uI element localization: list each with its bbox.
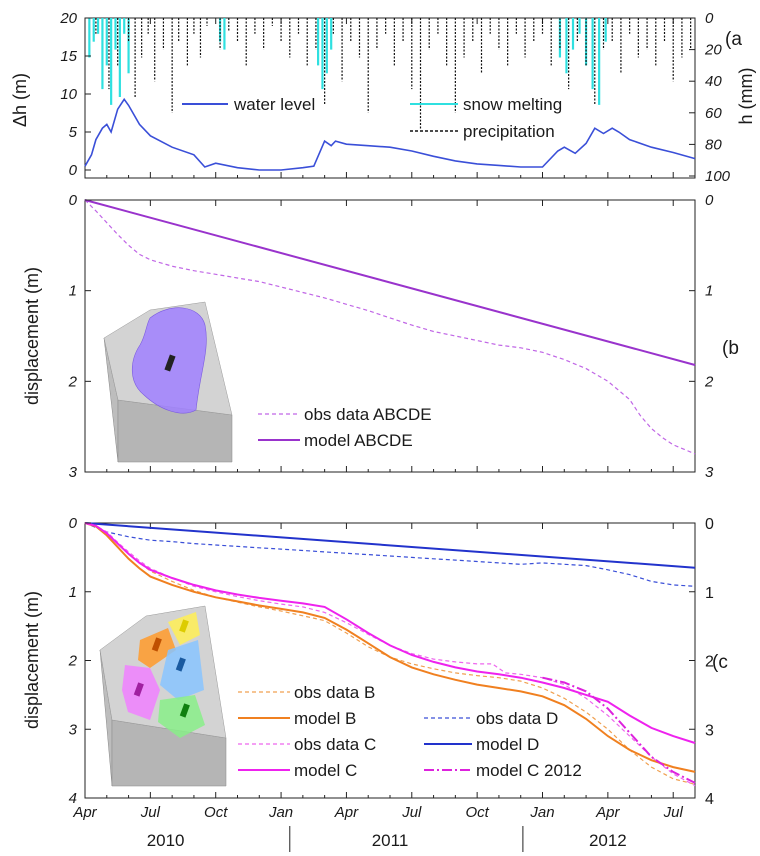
slope-model-inset-bcd	[99, 605, 227, 787]
y-tick-label: 5	[69, 124, 78, 141]
y-tick-label-right: 40	[705, 73, 722, 90]
y-tick-label: 0	[69, 162, 78, 179]
y-tick-label-right: 3	[705, 722, 714, 739]
x-tick-label: Apr	[334, 804, 359, 821]
panel-c-right-tick-labels: 0 1 2 3 4	[689, 516, 714, 808]
legend-model-b-label: model B	[294, 709, 356, 728]
legend-model-abcde-label: model ABCDE	[304, 431, 413, 450]
y-tick-label-right: 0	[705, 516, 714, 533]
panel-b: 0 1 2 3 0 1 2 3 displacement (m) (b obs data A…	[22, 192, 739, 481]
year-label: 2011	[372, 831, 409, 850]
legend-obs-c-label: obs data C	[294, 735, 376, 754]
y-tick-label: 4	[69, 790, 77, 807]
y-tick-label-right: 0	[705, 192, 714, 209]
y-tick-label: 1	[69, 283, 77, 300]
obs-data-abcde-line	[84, 199, 696, 455]
panel-c: 0 1 2 3 4 0 1 2 3 4 displacement (m) (c obs data…	[22, 515, 728, 808]
obs-data-d-line	[84, 522, 696, 587]
panel-b-ticks	[84, 200, 674, 472]
y-tick-label: 1	[69, 584, 77, 601]
landslide-marker-abcde	[164, 354, 176, 372]
y-tick-label-right: 0	[705, 10, 714, 27]
model-d-line	[84, 522, 696, 569]
panel-a-left-axis-label: Δh (m)	[10, 73, 30, 127]
y-tick-label: 15	[60, 48, 77, 65]
panel-a-label: (a	[725, 29, 742, 50]
panel-b-right-tick-labels: 0 1 2 3	[689, 192, 714, 481]
landslide-area-a	[158, 695, 205, 738]
x-tick-label: Oct	[204, 804, 228, 821]
panel-b-left-tick-labels: 0 1 2 3	[68, 192, 91, 481]
legend-obs-d-label: obs data D	[476, 709, 558, 728]
snow-melting-series	[88, 18, 607, 105]
y-tick-label: 2	[68, 373, 78, 390]
panel-a: 0 5 10 15 20 0 20 40 60 80 100 Δh (m) h (mm) (a w…	[10, 10, 756, 185]
year-label: 2010	[147, 831, 185, 850]
x-axis-year-labels: 2010 2011 2012	[147, 826, 627, 852]
panel-a-right-tick-labels: 0 20 40 60 80 100	[689, 10, 731, 185]
legend-obs-abcde-label: obs data ABCDE	[304, 405, 432, 424]
x-tick-label: Apr	[72, 804, 97, 821]
x-tick-label: Jul	[663, 804, 684, 821]
model-c-2012-line	[542, 676, 696, 784]
panel-b-label: (b	[722, 338, 739, 359]
marker-e	[179, 619, 189, 633]
landslide-area-c	[122, 665, 160, 720]
model-abcde-line	[84, 199, 696, 366]
panel-a-left-tick-labels: 0 5 10 15 20	[59, 10, 91, 179]
obs-data-c-line	[84, 522, 696, 787]
water-level-line	[84, 97, 696, 171]
y-tick-label: 2	[68, 653, 78, 670]
y-tick-label-right: 1	[705, 283, 713, 300]
marker-a	[179, 703, 190, 718]
y-tick-label-right: 4	[705, 791, 714, 808]
legend-model-c-2012-label: model C 2012	[476, 761, 582, 780]
y-tick-label: 3	[69, 721, 78, 738]
precipitation-series	[95, 18, 692, 129]
legend-water-level-label: water level	[233, 95, 315, 114]
y-tick-label-right: 2	[705, 654, 714, 671]
panel-c-axis-label: displacement (m)	[22, 591, 42, 729]
panel-a-legend: water level snow melting precipitation	[182, 95, 562, 141]
year-label: 2012	[589, 831, 627, 850]
x-axis-month-labels: Apr Jul Oct Jan Apr Jul Oct Jan Apr Jul	[72, 804, 683, 821]
y-tick-label-right: 60	[705, 105, 722, 122]
y-tick-label: 0	[69, 192, 78, 209]
y-tick-label-right: 100	[705, 168, 731, 185]
legend-snow-melting-label: snow melting	[463, 95, 562, 114]
model-c-line	[84, 522, 696, 744]
model-b-line	[84, 522, 696, 773]
x-tick-label: Apr	[595, 804, 620, 821]
y-tick-label-right: 3	[705, 464, 714, 481]
panel-a-right-axis-label: h (mm)	[736, 68, 756, 125]
marker-d	[175, 657, 186, 672]
y-tick-label: 0	[69, 515, 78, 532]
legend-model-d-label: model D	[476, 735, 539, 754]
x-tick-label: Jul	[401, 804, 422, 821]
marker-b	[151, 637, 162, 652]
x-tick-label: Jan	[529, 804, 554, 821]
slope-model-inset-abcde	[103, 301, 233, 463]
x-tick-label: Jan	[268, 804, 293, 821]
y-tick-label-right: 20	[704, 42, 722, 59]
x-tick-label: Oct	[465, 804, 489, 821]
y-tick-label: 10	[60, 86, 77, 103]
y-tick-label-right: 80	[705, 136, 722, 153]
x-tick-label: Jul	[140, 804, 161, 821]
marker-c	[133, 682, 144, 697]
legend-precipitation-label: precipitation	[463, 122, 555, 141]
y-tick-label: 3	[69, 464, 78, 481]
panel-b-legend: obs data ABCDE model ABCDE	[258, 405, 432, 450]
legend-model-c-label: model C	[294, 761, 357, 780]
panel-a-frame	[84, 17, 696, 179]
panel-c-legend: obs data B model B obs data D obs data C…	[238, 683, 582, 780]
panel-b-axis-label: displacement (m)	[22, 267, 42, 405]
panel-c-left-tick-labels: 0 1 2 3 4	[68, 515, 91, 807]
y-tick-label: 20	[59, 10, 77, 27]
legend-obs-b-label: obs data B	[294, 683, 375, 702]
panel-c-label: (c	[712, 652, 728, 673]
y-tick-label-right: 1	[705, 585, 714, 602]
y-tick-label-right: 2	[704, 373, 714, 390]
